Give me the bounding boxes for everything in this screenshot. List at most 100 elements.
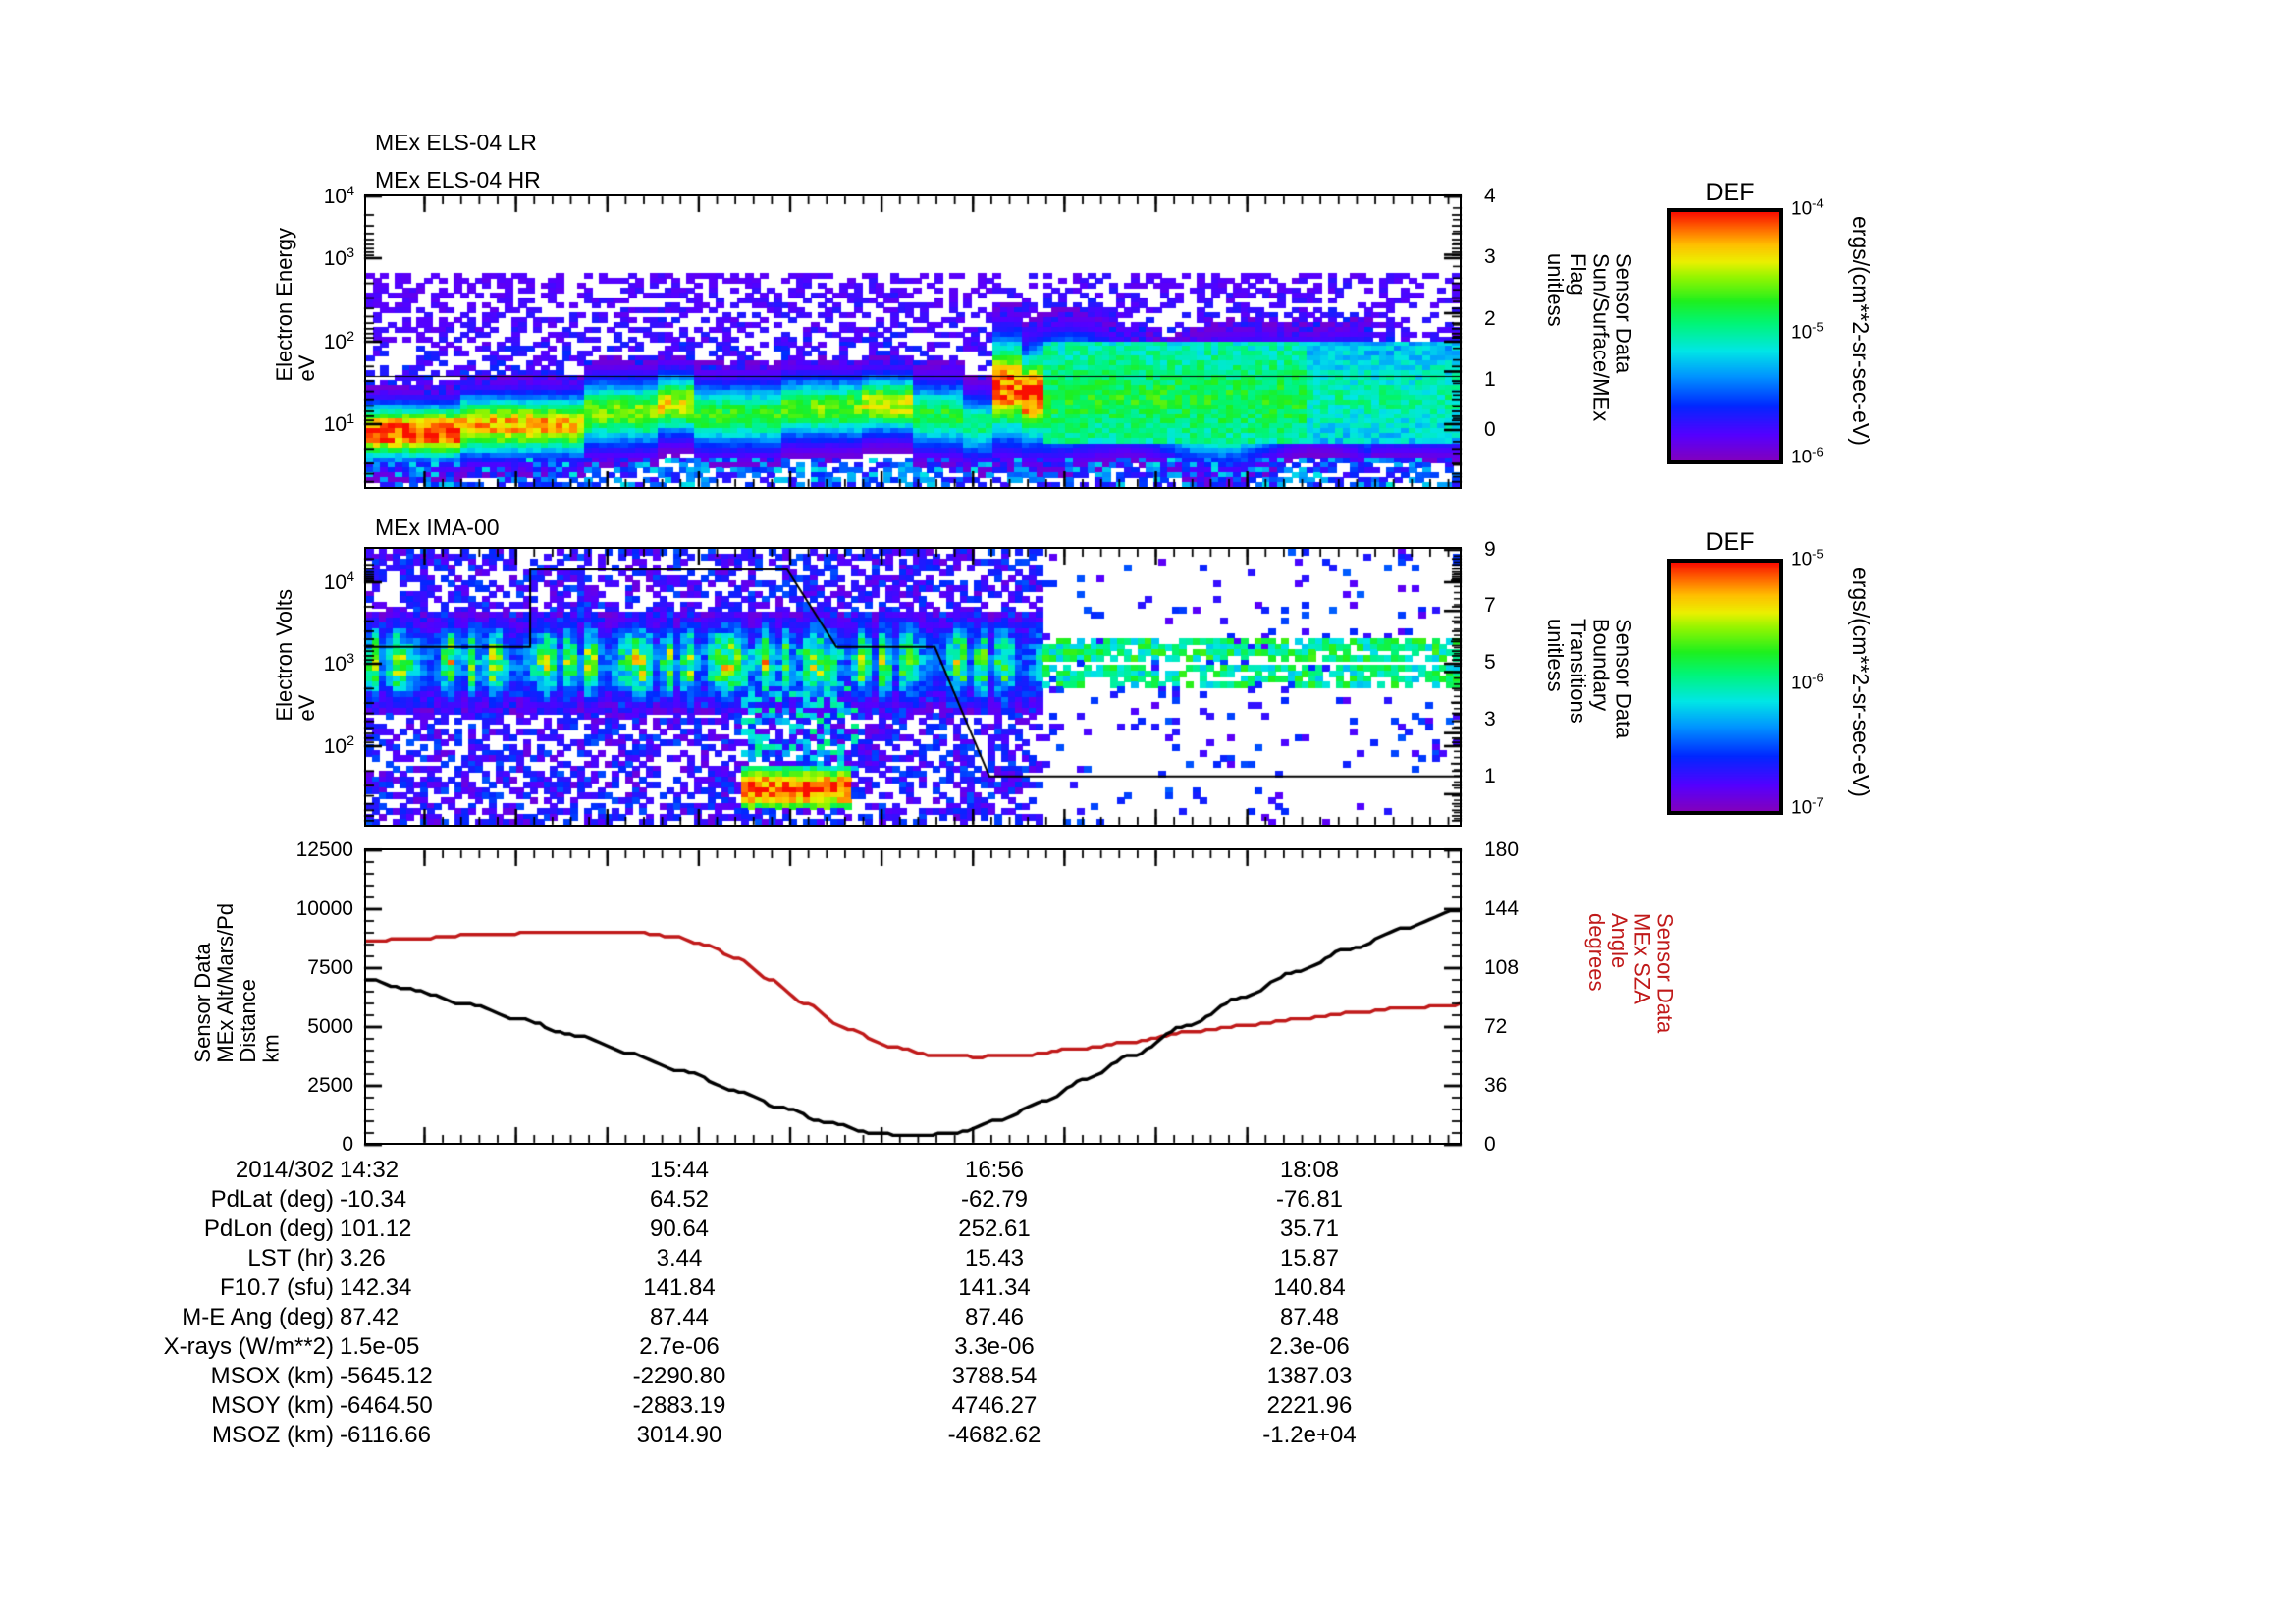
table-row-label: X-rays (W/m**2) xyxy=(163,1333,334,1360)
table-cell: 3014.90 xyxy=(636,1422,722,1448)
panel2-rtick-0: 9 xyxy=(1484,538,1496,561)
panel3-plot-area xyxy=(364,848,1462,1145)
table-cell: -2290.80 xyxy=(632,1363,726,1389)
table-cell: 3.44 xyxy=(656,1245,703,1271)
panel1-rtick-2: 2 xyxy=(1484,307,1496,330)
table-cell: 15.87 xyxy=(1279,1245,1340,1271)
colorbar2-title: DEF xyxy=(1705,528,1755,556)
colorbar2-tick-0: 10-5 xyxy=(1791,546,1824,570)
panel1-ytick-0: 104 xyxy=(323,184,354,208)
panel3-ltick-4: 2500 xyxy=(307,1074,353,1097)
panel3-rtick-3: 72 xyxy=(1484,1015,1508,1038)
table-cell: -76.81 xyxy=(1275,1186,1344,1213)
table-cell: 1387.03 xyxy=(1266,1363,1353,1389)
colorbar1-tick-1: 10-5 xyxy=(1791,319,1824,344)
table-cell: 252.61 xyxy=(958,1216,1031,1242)
table-cell: -4682.62 xyxy=(947,1422,1041,1448)
panel1-rtick-1: 3 xyxy=(1484,245,1496,268)
colorbar2-unit: ergs/(cm**2-sr-sec-eV) xyxy=(1848,568,1874,797)
panel3-ltick-2: 7500 xyxy=(307,956,353,979)
panel1-ytick-3: 101 xyxy=(323,411,354,436)
table-row-label: MSOX (km) xyxy=(210,1363,334,1389)
panel2-ytick-0: 104 xyxy=(323,569,354,594)
panel3-rtick-4: 36 xyxy=(1484,1074,1508,1097)
table-row-label: PdLat (deg) xyxy=(210,1186,334,1213)
ephemeris-table: 2014/302 14:32 15:44 16:56 18:08 PdLat (deg) -… xyxy=(0,1157,1531,1481)
panel1-title-lr: MEx ELS-04 LR xyxy=(375,130,537,155)
panel3-rtick-0: 180 xyxy=(1484,839,1520,861)
table-cell: 4746.27 xyxy=(951,1392,1038,1419)
table-cell: 141.84 xyxy=(643,1274,716,1301)
table-cell: -5645.12 xyxy=(340,1363,433,1389)
table-cell: 2.3e-06 xyxy=(1269,1333,1350,1360)
table-cell: 141.34 xyxy=(958,1274,1031,1301)
panel1-rtick-3: 1 xyxy=(1484,368,1496,391)
panel2-ytick-2: 102 xyxy=(323,733,354,758)
table-cell: -6116.66 xyxy=(340,1422,431,1448)
table-cell: 35.71 xyxy=(1279,1216,1340,1242)
panel1-title-hr: MEx ELS-04 HR xyxy=(375,167,541,192)
table-cell: 87.42 xyxy=(340,1304,400,1330)
colorbar2 xyxy=(1667,559,1783,815)
panel2-title: MEx IMA-00 xyxy=(375,514,500,540)
table-row-label: PdLon (deg) xyxy=(203,1216,334,1242)
table-cell: 90.64 xyxy=(649,1216,710,1242)
table-row-label: F10.7 (sfu) xyxy=(219,1274,334,1301)
table-cell: 3788.54 xyxy=(951,1363,1038,1389)
panel2-right-label: Sensor Data Boundary Transitions unitles… xyxy=(1543,619,1636,739)
table-cell: 15:44 xyxy=(649,1157,710,1183)
panel3-rtick-1: 144 xyxy=(1484,897,1520,920)
panel2-plot-area xyxy=(364,547,1462,827)
table-cell: 140.84 xyxy=(1273,1274,1346,1301)
panel1-ytick-2: 102 xyxy=(323,329,354,353)
table-cell: 101.12 xyxy=(340,1216,412,1242)
table-row-label: MSOY (km) xyxy=(211,1392,334,1419)
panel1-plot-area xyxy=(364,194,1462,489)
panel3-left-label: Sensor Data MEx Alt/Mars/Pd Distance km xyxy=(190,903,284,1063)
table-row-label: M-E Ang (deg) xyxy=(182,1304,334,1330)
table-row-label: LST (hr) xyxy=(247,1245,334,1271)
panel2-rtick-2: 5 xyxy=(1484,651,1496,674)
table-cell: 2.7e-06 xyxy=(639,1333,720,1360)
table-cell: 15.43 xyxy=(964,1245,1025,1271)
table-cell: 14:32 xyxy=(340,1157,400,1183)
table-cell: -10.34 xyxy=(340,1186,407,1213)
table-cell: -62.79 xyxy=(960,1186,1029,1213)
table-cell: 87.46 xyxy=(964,1304,1025,1330)
table-cell: 142.34 xyxy=(340,1274,412,1301)
colorbar1-unit: ergs/(cm**2-sr-sec-eV) xyxy=(1848,216,1874,446)
panel3-right-label: Sensor Data MEx SZA Angle degrees xyxy=(1584,913,1678,1034)
colorbar1-title: DEF xyxy=(1705,179,1755,206)
table-cell: 3.26 xyxy=(340,1245,386,1271)
table-cell: 64.52 xyxy=(649,1186,710,1213)
colorbar2-tick-2: 10-7 xyxy=(1791,794,1824,819)
colorbar1-tick-2: 10-6 xyxy=(1791,444,1824,468)
panel1-rtick-4: 0 xyxy=(1484,418,1496,441)
panel3-ltick-1: 10000 xyxy=(295,897,353,920)
table-cell: -1.2e+04 xyxy=(1262,1422,1357,1448)
table-cell: 18:08 xyxy=(1279,1157,1340,1183)
panel3-ltick-0: 12500 xyxy=(295,839,353,861)
panel3-ltick-5: 0 xyxy=(342,1133,353,1156)
panel3-rtick-2: 108 xyxy=(1484,956,1520,979)
table-cell: 3.3e-06 xyxy=(954,1333,1035,1360)
colorbar2-tick-1: 10-6 xyxy=(1791,670,1824,694)
table-cell: 2221.96 xyxy=(1266,1392,1353,1419)
table-cell: -6464.50 xyxy=(340,1392,433,1419)
panel3-rtick-5: 0 xyxy=(1484,1133,1496,1156)
panel2-rtick-1: 7 xyxy=(1484,594,1496,617)
panel1-ytick-1: 103 xyxy=(323,245,354,270)
panel1-right-label: Sensor Data Sun/Surface/MEx Flag unitles… xyxy=(1543,253,1636,422)
table-cell: 16:56 xyxy=(964,1157,1025,1183)
table-row-label: 2014/302 xyxy=(235,1157,334,1183)
table-cell: 87.44 xyxy=(649,1304,710,1330)
table-row-label: MSOZ (km) xyxy=(212,1422,334,1448)
table-cell: 1.5e-05 xyxy=(340,1333,420,1360)
colorbar1 xyxy=(1667,208,1783,464)
panel1-rtick-0: 4 xyxy=(1484,185,1496,207)
panel2-rtick-4: 1 xyxy=(1484,765,1496,787)
colorbar1-tick-0: 10-4 xyxy=(1791,195,1824,220)
table-cell: -2883.19 xyxy=(632,1392,726,1419)
panel2-ytick-1: 103 xyxy=(323,651,354,676)
table-cell: 87.48 xyxy=(1279,1304,1340,1330)
